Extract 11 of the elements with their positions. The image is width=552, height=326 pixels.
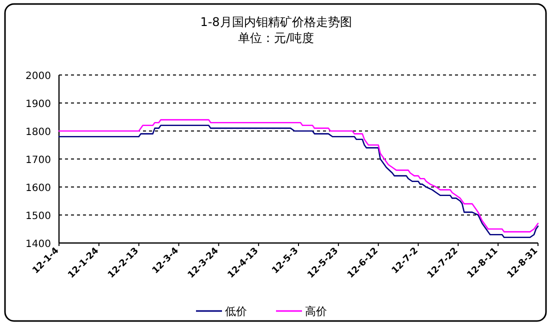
legend-label: 高价 bbox=[305, 305, 327, 318]
chart-subtitle: 单位：元/吨度 bbox=[238, 31, 314, 45]
y-tick-label: 1800 bbox=[26, 127, 51, 138]
y-tick-label: 1500 bbox=[26, 211, 51, 222]
legend-label: 低价 bbox=[225, 305, 247, 318]
y-tick-label: 1400 bbox=[26, 239, 51, 250]
y-tick-label: 2000 bbox=[26, 71, 51, 82]
y-tick-label: 1900 bbox=[26, 99, 51, 110]
y-tick-label: 1600 bbox=[26, 183, 51, 194]
y-tick-label: 1700 bbox=[26, 155, 51, 166]
chart-title: 1-8月国内钼精矿价格走势图 bbox=[200, 15, 352, 29]
